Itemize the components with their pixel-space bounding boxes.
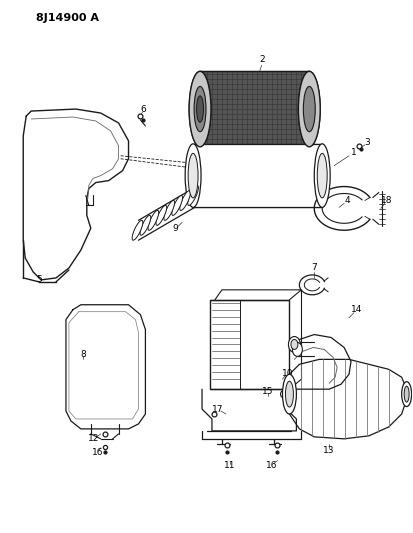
Text: 15: 15 — [262, 386, 273, 395]
Text: 6: 6 — [140, 104, 146, 114]
Bar — [210, 300, 290, 389]
Ellipse shape — [298, 71, 320, 147]
Bar — [193, 144, 322, 207]
Text: 13: 13 — [323, 446, 335, 455]
Ellipse shape — [148, 211, 159, 230]
Text: 8: 8 — [80, 350, 86, 359]
Ellipse shape — [317, 154, 327, 198]
Bar — [200, 71, 309, 147]
Ellipse shape — [404, 386, 409, 402]
Ellipse shape — [402, 382, 412, 407]
Ellipse shape — [189, 71, 211, 147]
Ellipse shape — [156, 205, 167, 225]
Text: 18: 18 — [381, 196, 392, 205]
Ellipse shape — [292, 343, 302, 357]
Ellipse shape — [132, 220, 143, 240]
Text: 4: 4 — [344, 196, 350, 205]
Text: 9: 9 — [172, 224, 178, 233]
Ellipse shape — [189, 71, 211, 147]
Ellipse shape — [280, 390, 288, 398]
Ellipse shape — [172, 196, 183, 215]
Ellipse shape — [285, 381, 293, 407]
Text: 10: 10 — [282, 369, 293, 378]
Ellipse shape — [180, 190, 190, 211]
Ellipse shape — [282, 374, 297, 414]
Ellipse shape — [188, 185, 198, 205]
Text: 17: 17 — [212, 405, 224, 414]
Ellipse shape — [188, 154, 198, 198]
Text: 3: 3 — [364, 139, 370, 147]
Ellipse shape — [197, 96, 204, 122]
Ellipse shape — [298, 71, 320, 147]
Text: 12: 12 — [88, 434, 100, 443]
Ellipse shape — [185, 144, 201, 207]
Text: 14: 14 — [351, 305, 363, 314]
Text: 11: 11 — [224, 461, 235, 470]
Text: 2: 2 — [260, 55, 266, 64]
Text: 1: 1 — [351, 148, 357, 157]
Ellipse shape — [288, 336, 300, 352]
Ellipse shape — [291, 340, 298, 350]
Ellipse shape — [164, 200, 175, 220]
Text: 7: 7 — [311, 263, 317, 272]
Ellipse shape — [194, 86, 206, 132]
Ellipse shape — [314, 144, 330, 207]
Ellipse shape — [140, 215, 151, 235]
Ellipse shape — [303, 86, 315, 132]
Text: 5: 5 — [36, 276, 42, 285]
Text: 16: 16 — [266, 461, 277, 470]
Text: 16: 16 — [92, 448, 104, 457]
Text: 8J14900 A: 8J14900 A — [36, 13, 99, 23]
